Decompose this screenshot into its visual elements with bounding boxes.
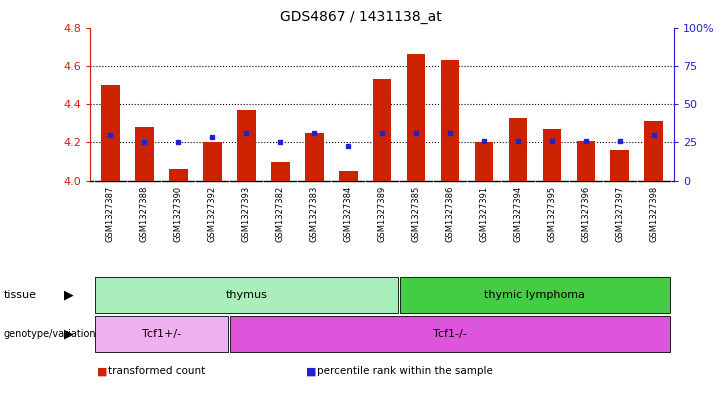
FancyBboxPatch shape	[230, 316, 670, 352]
Text: GSM1327387: GSM1327387	[106, 185, 115, 242]
Bar	[611, 150, 629, 181]
Text: GSM1327397: GSM1327397	[615, 185, 624, 242]
Text: ▶: ▶	[63, 327, 74, 341]
Text: thymus: thymus	[226, 290, 267, 300]
Bar	[441, 60, 459, 181]
Text: Tcf1-/-: Tcf1-/-	[433, 329, 467, 339]
Bar	[577, 141, 596, 181]
Text: GSM1327398: GSM1327398	[650, 185, 658, 242]
Text: transformed count: transformed count	[108, 366, 205, 376]
Text: GSM1327392: GSM1327392	[208, 185, 217, 242]
Bar	[203, 142, 221, 181]
Text: GSM1327395: GSM1327395	[547, 185, 557, 242]
Text: GSM1327386: GSM1327386	[446, 185, 454, 242]
Bar	[271, 162, 290, 181]
Text: GSM1327396: GSM1327396	[581, 185, 590, 242]
Text: genotype/variation: genotype/variation	[4, 329, 96, 339]
Text: GSM1327388: GSM1327388	[140, 185, 149, 242]
Text: GSM1327391: GSM1327391	[479, 185, 489, 242]
FancyBboxPatch shape	[400, 277, 670, 313]
Bar	[135, 127, 154, 181]
Text: GSM1327394: GSM1327394	[513, 185, 523, 242]
Bar	[305, 133, 324, 181]
Text: GSM1327384: GSM1327384	[344, 185, 353, 242]
Text: GDS4867 / 1431138_at: GDS4867 / 1431138_at	[280, 10, 441, 24]
Text: tissue: tissue	[4, 290, 37, 300]
Text: GSM1327390: GSM1327390	[174, 185, 183, 242]
Bar	[407, 54, 425, 181]
Text: GSM1327385: GSM1327385	[412, 185, 420, 242]
Text: GSM1327383: GSM1327383	[310, 185, 319, 242]
Text: GSM1327389: GSM1327389	[378, 185, 386, 242]
Text: ■: ■	[306, 366, 317, 376]
FancyBboxPatch shape	[94, 277, 398, 313]
Bar	[237, 110, 256, 181]
Bar	[101, 85, 120, 181]
Text: thymic lymphoma: thymic lymphoma	[485, 290, 585, 300]
Bar	[339, 171, 358, 181]
Text: GSM1327393: GSM1327393	[242, 185, 251, 242]
Text: ▶: ▶	[63, 288, 74, 301]
Bar	[169, 169, 187, 181]
FancyBboxPatch shape	[94, 316, 229, 352]
Text: Tcf1+/-: Tcf1+/-	[142, 329, 181, 339]
Bar	[543, 129, 561, 181]
Text: GSM1327382: GSM1327382	[275, 185, 285, 242]
Text: ■: ■	[97, 366, 108, 376]
Bar	[474, 142, 493, 181]
Bar	[373, 79, 392, 181]
Text: percentile rank within the sample: percentile rank within the sample	[317, 366, 493, 376]
Bar	[645, 121, 663, 181]
Bar	[508, 118, 527, 181]
